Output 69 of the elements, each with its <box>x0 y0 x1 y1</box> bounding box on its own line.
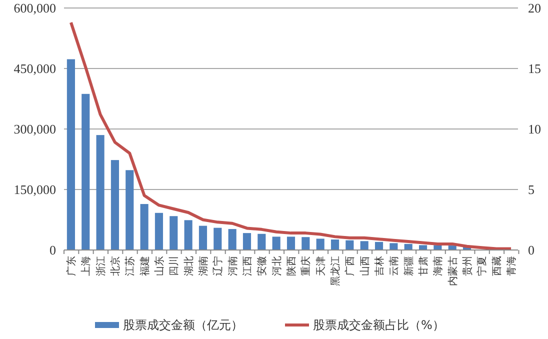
y-tick-label: 600,000 <box>14 0 56 16</box>
x-tick-label: 内蒙古 <box>446 256 459 286</box>
y2-tick-label: 0 <box>528 242 534 258</box>
bar <box>346 240 354 250</box>
x-tick-label: 山东 <box>153 256 166 276</box>
x-tick-label: 西藏 <box>490 256 503 276</box>
x-tick-label: 宁夏 <box>476 256 488 276</box>
x-tick-label: 安徽 <box>256 256 268 276</box>
bar <box>228 229 236 250</box>
y-tick-label: 450,000 <box>14 61 56 76</box>
x-tick-label: 重庆 <box>300 256 312 276</box>
x-tick-label: 江苏 <box>124 256 136 276</box>
y-tick-label: 0 <box>50 242 56 258</box>
bar <box>390 243 398 250</box>
x-tick-label: 吉林 <box>374 256 386 276</box>
y-tick-label: 300,000 <box>14 122 56 137</box>
x-tick-label: 广东 <box>65 256 78 276</box>
bar <box>374 242 384 250</box>
x-tick-label: 新疆 <box>402 256 415 276</box>
bar <box>360 241 368 250</box>
x-tick-label: 甘肃 <box>418 256 430 276</box>
x-tick-label: 四川 <box>168 256 180 276</box>
y2-tick-label: 20 <box>528 0 541 16</box>
x-tick-label: 海南 <box>432 256 444 276</box>
legend-label: 股票成交金额（亿元） <box>123 318 243 332</box>
bar <box>418 245 428 250</box>
x-tick-label: 湖北 <box>182 256 195 276</box>
bar <box>302 237 310 250</box>
x-tick-label: 天津 <box>314 256 327 276</box>
line-series <box>69 21 513 250</box>
x-tick-label: 山西 <box>358 256 371 276</box>
bar <box>272 236 280 250</box>
bar <box>66 59 75 250</box>
x-tick-label: 贵州 <box>462 256 474 276</box>
y2-tick-label: 10 <box>528 122 541 137</box>
x-tick-label: 浙江 <box>94 256 107 276</box>
x-tick-label: 上海 <box>80 256 92 276</box>
legend-label: 股票成交金额占比（%） <box>313 318 444 332</box>
bar <box>184 220 192 250</box>
bar <box>286 236 296 250</box>
bar <box>214 228 222 250</box>
bar <box>258 234 266 250</box>
x-tick-label: 江西 <box>241 256 254 276</box>
x-tick-label: 湖南 <box>197 256 210 276</box>
bar <box>154 212 164 250</box>
bar <box>82 94 90 250</box>
bar <box>140 204 148 250</box>
bar <box>198 226 208 250</box>
x-tick-label: 青海 <box>506 256 518 276</box>
x-tick-label: 河南 <box>226 256 239 276</box>
bar <box>316 238 324 250</box>
bar <box>404 244 412 250</box>
x-tick-label: 北京 <box>109 256 122 276</box>
bar <box>110 160 120 250</box>
x-tick-label: 云南 <box>388 256 400 276</box>
x-tick-label: 辽宁 <box>212 256 224 276</box>
x-tick-label: 黑龙江 <box>330 256 342 286</box>
x-tick-label: 福建 <box>138 256 151 276</box>
y2-tick-label: 5 <box>528 182 534 198</box>
x-tick-label: 河北 <box>270 256 283 276</box>
bar <box>170 216 178 250</box>
y-tick-label: 150,000 <box>14 182 56 198</box>
bar <box>242 233 252 250</box>
y2-tick-label: 15 <box>528 61 541 76</box>
bar <box>96 135 104 250</box>
x-tick-label: 陕西 <box>286 256 298 276</box>
bar <box>330 240 340 250</box>
bar <box>126 170 134 250</box>
x-tick-label: 广西 <box>344 256 356 276</box>
